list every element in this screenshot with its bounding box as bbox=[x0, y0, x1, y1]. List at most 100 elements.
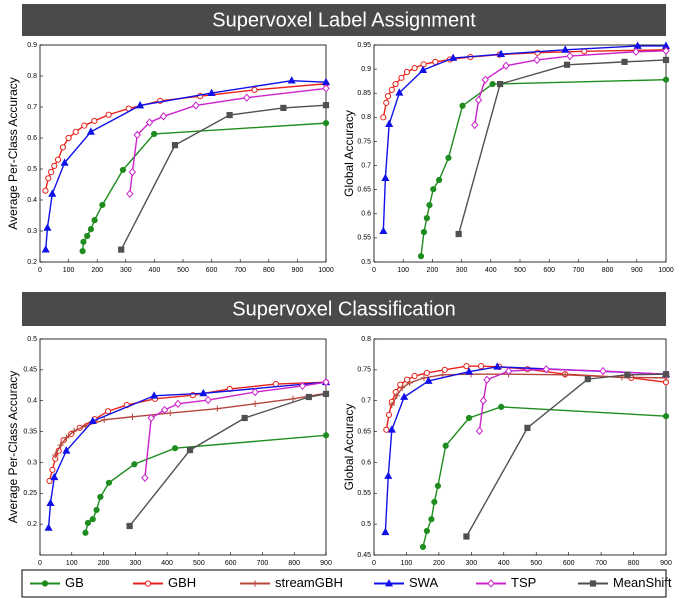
marker bbox=[621, 58, 628, 65]
x-tick-label: 800 bbox=[628, 560, 640, 567]
y-tick-label: 0.2 bbox=[27, 521, 37, 528]
plot-frame bbox=[39, 44, 327, 263]
marker bbox=[48, 189, 57, 197]
marker bbox=[63, 434, 70, 441]
marker bbox=[214, 405, 221, 412]
marker bbox=[44, 523, 53, 531]
plot-frame bbox=[373, 44, 667, 263]
series-line bbox=[422, 406, 667, 548]
y-tick-label: 0.65 bbox=[357, 187, 371, 194]
marker bbox=[632, 47, 640, 56]
marker bbox=[388, 86, 395, 93]
marker bbox=[91, 217, 98, 224]
marker bbox=[133, 130, 141, 140]
marker bbox=[455, 230, 462, 238]
x-tick-label: 0 bbox=[38, 267, 42, 274]
marker bbox=[497, 80, 504, 88]
marker bbox=[496, 49, 506, 58]
x-tick-label: 500 bbox=[530, 560, 542, 567]
marker bbox=[423, 369, 430, 377]
header-bar bbox=[22, 4, 666, 36]
marker bbox=[434, 482, 442, 489]
x-tick-label: 700 bbox=[234, 267, 246, 274]
x-tick-label: 800 bbox=[263, 267, 275, 274]
marker bbox=[504, 366, 513, 376]
marker bbox=[411, 65, 418, 72]
marker bbox=[57, 441, 64, 449]
marker bbox=[51, 162, 58, 169]
marker bbox=[439, 371, 446, 378]
y-tick-label: 0.75 bbox=[357, 367, 371, 374]
marker bbox=[477, 363, 485, 370]
marker bbox=[131, 461, 138, 468]
marker bbox=[584, 376, 591, 383]
marker bbox=[65, 134, 72, 142]
marker bbox=[399, 384, 406, 391]
x-tick-label: 600 bbox=[225, 560, 237, 567]
series-line bbox=[84, 434, 327, 533]
marker bbox=[82, 529, 89, 536]
legend-marker bbox=[384, 579, 394, 587]
y-tick-label: 0.5 bbox=[361, 521, 371, 528]
marker bbox=[395, 88, 404, 96]
x-tick-label: 0 bbox=[372, 560, 376, 567]
legend-label: MeanShift bbox=[613, 575, 672, 590]
x-tick-label: 900 bbox=[292, 267, 304, 274]
marker bbox=[393, 392, 400, 399]
marker bbox=[251, 400, 259, 407]
y-tick-label: 0.45 bbox=[357, 552, 371, 559]
marker bbox=[79, 248, 86, 255]
y-tick-label: 0.95 bbox=[357, 42, 371, 49]
y-tick-label: 0.5 bbox=[361, 259, 371, 266]
marker bbox=[322, 120, 330, 127]
marker bbox=[385, 119, 394, 127]
marker bbox=[479, 396, 488, 405]
marker bbox=[441, 366, 448, 373]
x-tick-label: 100 bbox=[401, 560, 413, 567]
x-tick-label: 500 bbox=[177, 267, 189, 274]
marker bbox=[493, 362, 502, 370]
marker bbox=[54, 156, 62, 163]
marker bbox=[483, 375, 491, 384]
marker bbox=[199, 388, 208, 397]
marker bbox=[81, 122, 88, 129]
marker bbox=[126, 522, 133, 530]
legend-marker bbox=[589, 580, 597, 587]
y-axis-label: Average Per-Class Accuracy bbox=[6, 371, 20, 524]
x-tick-label: 900 bbox=[660, 560, 672, 567]
marker bbox=[87, 226, 95, 233]
series-line bbox=[474, 50, 667, 126]
marker bbox=[489, 80, 496, 88]
x-tick-label: 200 bbox=[433, 560, 445, 567]
x-tick-label: 800 bbox=[602, 267, 614, 274]
marker bbox=[70, 427, 78, 435]
marker bbox=[423, 215, 430, 222]
marker bbox=[251, 86, 258, 94]
marker bbox=[226, 111, 233, 119]
marker bbox=[171, 445, 179, 452]
marker bbox=[428, 516, 435, 523]
marker bbox=[481, 75, 489, 84]
marker bbox=[442, 442, 449, 449]
x-tick-label: 400 bbox=[485, 267, 497, 274]
marker bbox=[475, 426, 484, 436]
marker bbox=[104, 408, 112, 415]
marker bbox=[105, 479, 113, 486]
marker bbox=[84, 232, 91, 240]
y-axis-label: Global Accuracy bbox=[342, 110, 356, 197]
marker bbox=[167, 409, 174, 417]
legend-label: GBH bbox=[168, 575, 196, 590]
marker bbox=[400, 392, 409, 400]
marker bbox=[192, 101, 200, 110]
marker bbox=[465, 414, 473, 422]
marker bbox=[49, 466, 56, 473]
marker bbox=[423, 527, 430, 535]
x-tick-label: 600 bbox=[206, 267, 218, 274]
x-tick-label: 300 bbox=[120, 267, 132, 274]
marker bbox=[48, 169, 55, 176]
marker bbox=[88, 416, 97, 424]
marker bbox=[406, 379, 413, 387]
y-tick-label: 0.25 bbox=[23, 490, 37, 497]
x-tick-label: 700 bbox=[573, 267, 585, 274]
marker bbox=[50, 472, 59, 481]
